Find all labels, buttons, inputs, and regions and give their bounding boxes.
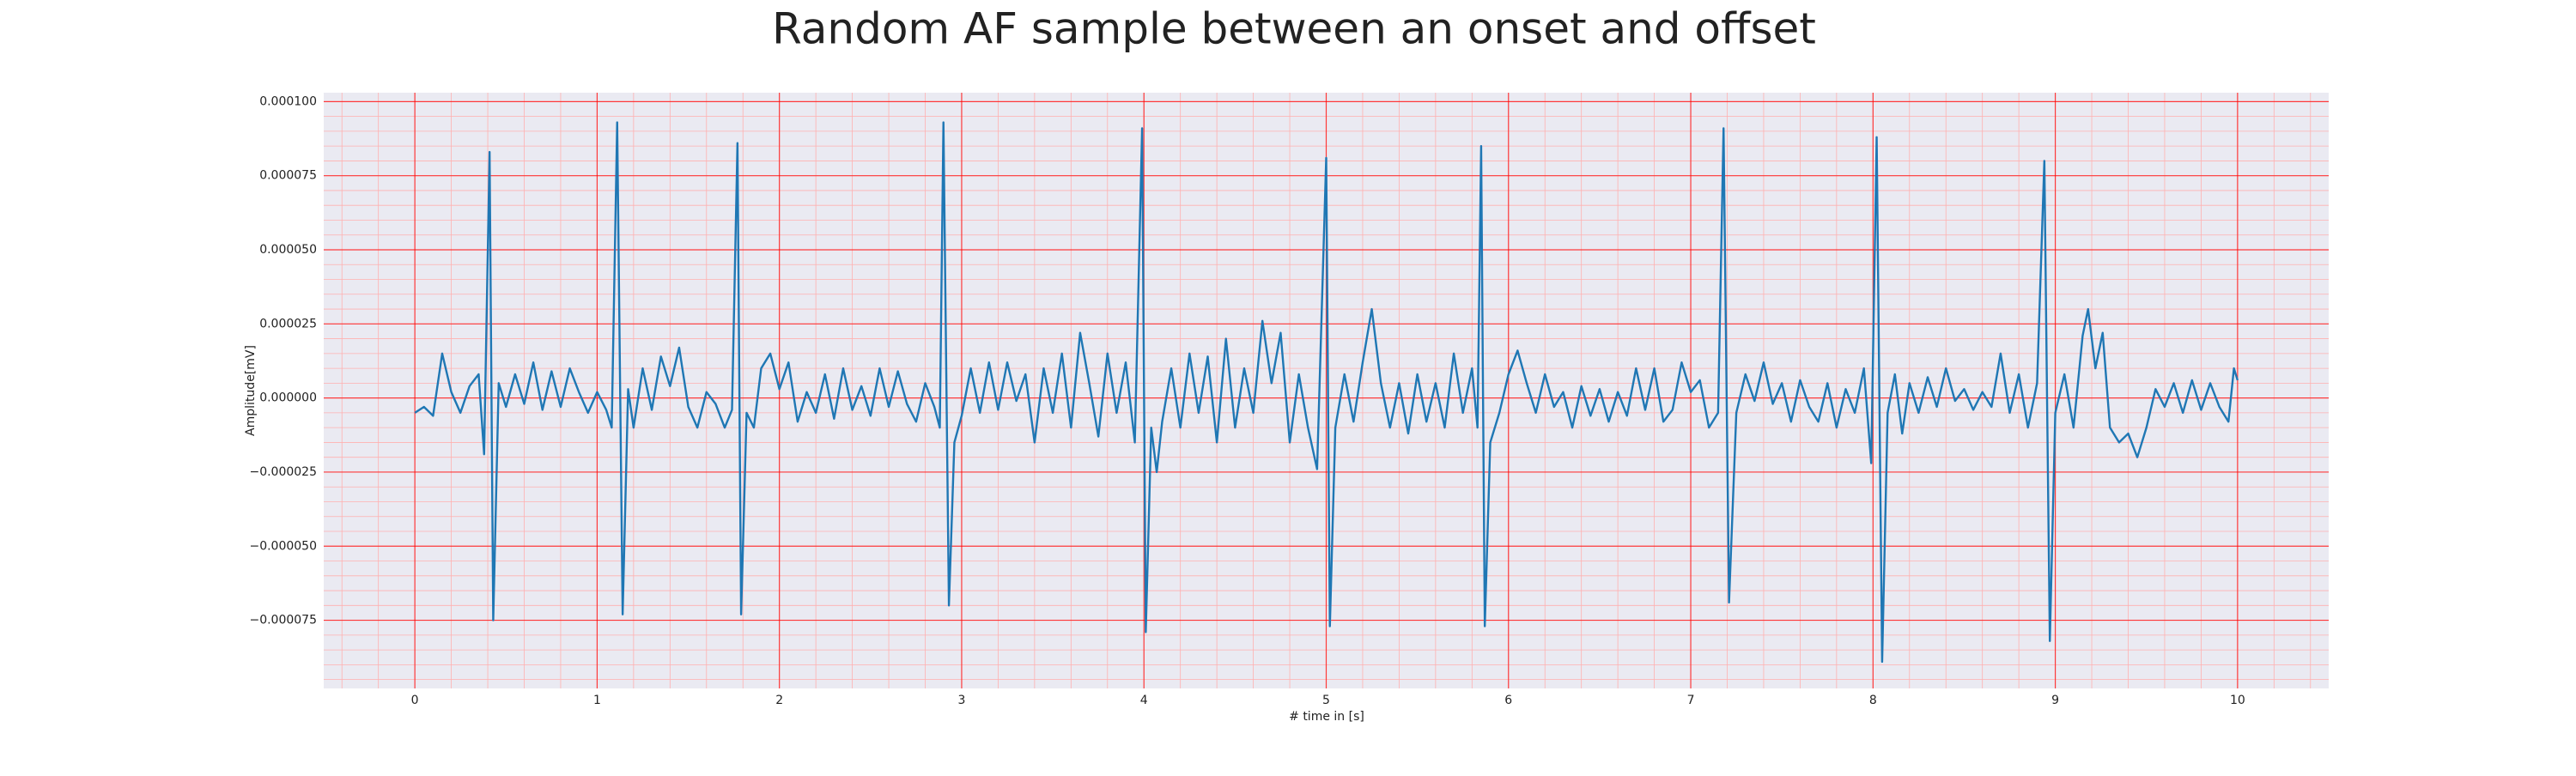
x-tick-label: 8 [1869, 694, 1877, 707]
y-tick-label: 0.000100 [259, 94, 317, 108]
y-tick-label: −0.000025 [249, 465, 317, 479]
signal-line [414, 121, 2239, 664]
chart-title: Random AF sample between an onset and of… [772, 4, 1816, 54]
y-axis-label: Amplitude[mV] [244, 345, 258, 436]
x-tick-label: 3 [957, 694, 965, 707]
x-tick-label: 10 [2230, 694, 2245, 707]
x-tick-label: 7 [1687, 694, 1695, 707]
y-tick-label: 0.000075 [259, 169, 317, 183]
x-tick-label: 6 [1504, 694, 1512, 707]
y-tick-label: 0.000025 [259, 317, 317, 330]
y-tick-label: −0.000050 [249, 539, 317, 553]
y-tick-label: −0.000075 [249, 614, 317, 627]
x-tick-label: 0 [411, 694, 419, 707]
x-tick-label: 4 [1140, 694, 1148, 707]
y-tick-label: 0.000050 [259, 243, 317, 257]
x-tick-label: 2 [775, 694, 783, 707]
x-tick-label: 5 [1322, 694, 1330, 707]
x-tick-label: 9 [2051, 694, 2059, 707]
y-tick-label: 0.000000 [259, 391, 317, 405]
x-axis-label: # time in [s] [1289, 710, 1364, 724]
x-tick-label: 1 [593, 694, 601, 707]
